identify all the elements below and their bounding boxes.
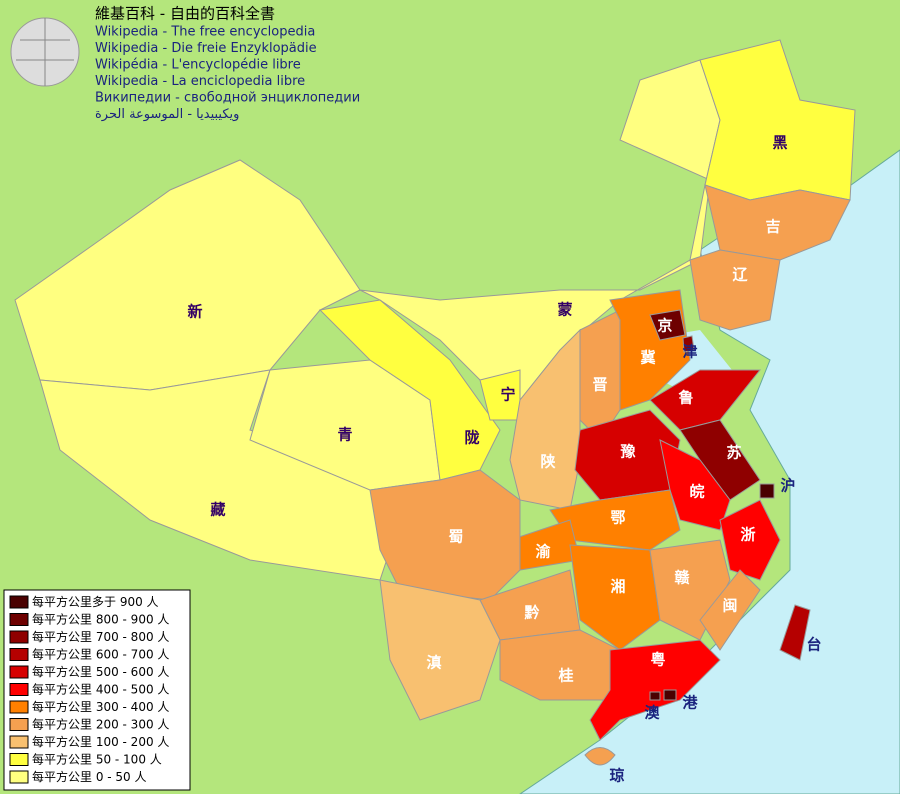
province-label: 青 xyxy=(337,426,352,444)
province xyxy=(719,499,781,581)
header-title: 維基百科 - 自由的百科全書 xyxy=(95,5,275,23)
province xyxy=(663,689,677,701)
province-label: 藏 xyxy=(210,501,225,519)
province-label: 晋 xyxy=(592,376,607,394)
province xyxy=(679,419,761,501)
province xyxy=(759,483,775,499)
province-label: 辽 xyxy=(732,266,747,284)
province-label: 陇 xyxy=(464,429,479,447)
globe-lines xyxy=(16,18,74,86)
province-label: 蒙 xyxy=(557,301,572,319)
province xyxy=(569,544,661,651)
legend-swatch xyxy=(9,595,29,609)
province-label: 鄂 xyxy=(610,509,625,527)
province-label: 渝 xyxy=(535,543,551,561)
legend-swatch xyxy=(9,700,29,714)
legend-label: 每平方公里 700 - 800 人 xyxy=(32,629,169,644)
legend-swatch xyxy=(9,665,29,679)
province-label: 湘 xyxy=(610,578,625,596)
legend-swatch xyxy=(9,613,29,626)
legend-label: 每平方公里 0 - 50 人 xyxy=(32,769,147,784)
legend-label: 每平方公里 400 - 500 人 xyxy=(32,682,169,697)
legend-label: 每平方公里 800 - 900 人 xyxy=(32,612,169,627)
province-label: 苏 xyxy=(726,444,741,462)
province xyxy=(682,335,695,353)
province xyxy=(649,309,686,341)
province-label: 宁 xyxy=(500,386,515,404)
province xyxy=(509,328,581,511)
legend-swatch xyxy=(9,648,29,661)
province-label: 粤 xyxy=(650,651,665,669)
header-line: Wikipedia - La enciclopedia libre xyxy=(95,74,305,89)
province-label: 琼 xyxy=(609,767,624,785)
province-label: 京 xyxy=(657,317,672,335)
province xyxy=(499,629,621,701)
province-label: 皖 xyxy=(689,483,704,501)
province xyxy=(649,369,762,431)
province-label: 蜀 xyxy=(448,528,463,546)
province-label: 澳 xyxy=(644,704,660,722)
province xyxy=(379,579,501,721)
province xyxy=(689,249,781,331)
province xyxy=(584,747,616,766)
province-label: 黔 xyxy=(524,604,539,622)
header-line: Wikipedia - The free encyclopedia xyxy=(95,25,315,40)
province-label: 港 xyxy=(682,694,698,712)
province-label: 冀 xyxy=(640,349,655,367)
province-label: 鲁 xyxy=(678,389,693,407)
province-label: 豫 xyxy=(620,443,635,461)
province-label: 赣 xyxy=(674,569,690,587)
province-label: 闽 xyxy=(722,597,737,615)
province xyxy=(649,691,661,701)
legend-swatch xyxy=(9,753,29,766)
legend-swatch xyxy=(9,630,29,644)
legend-label: 每平方公里 500 - 600 人 xyxy=(32,664,169,679)
province-label: 桂 xyxy=(557,667,573,685)
header-line: Wikipedia - Die freie Enzyklopädie xyxy=(95,41,317,56)
province-label: 吉 xyxy=(765,218,780,236)
legend-label: 每平方公里 300 - 400 人 xyxy=(32,699,169,714)
legend-label: 每平方公里 100 - 200 人 xyxy=(32,734,169,749)
province-label: 新 xyxy=(187,303,202,321)
province-label: 陕 xyxy=(540,453,555,471)
province-label: 滇 xyxy=(426,654,441,672)
legend-swatch xyxy=(9,718,29,731)
header-line: ويكيبيديا - الموسوعة الحرة xyxy=(95,107,239,122)
province-label: 沪 xyxy=(780,477,795,495)
legend-swatch xyxy=(9,683,29,696)
header-line: Wikipédia - L'encyclopédie libre xyxy=(95,58,301,73)
province xyxy=(779,604,811,661)
province-label: 浙 xyxy=(740,526,755,544)
legend-label: 每平方公里 200 - 300 人 xyxy=(32,717,169,732)
province-label: 黑 xyxy=(772,134,787,152)
province xyxy=(369,469,521,601)
legend-swatch xyxy=(9,770,29,784)
province xyxy=(589,639,721,741)
legend-swatch xyxy=(9,735,29,749)
province-label: 津 xyxy=(682,343,697,361)
legend-label: 每平方公里多于 900 人 xyxy=(32,594,159,609)
province-label: 台 xyxy=(806,636,821,654)
legend-label: 每平方公里 600 - 700 人 xyxy=(32,647,169,662)
header-line: Википедии - свободной энциклопедии xyxy=(95,91,360,106)
legend-label: 每平方公里 50 - 100 人 xyxy=(32,752,162,767)
legend-box xyxy=(3,589,191,791)
province xyxy=(699,569,761,651)
header: 維基百科 - 自由的百科全書 Wikipedia - The free ency… xyxy=(10,5,360,122)
